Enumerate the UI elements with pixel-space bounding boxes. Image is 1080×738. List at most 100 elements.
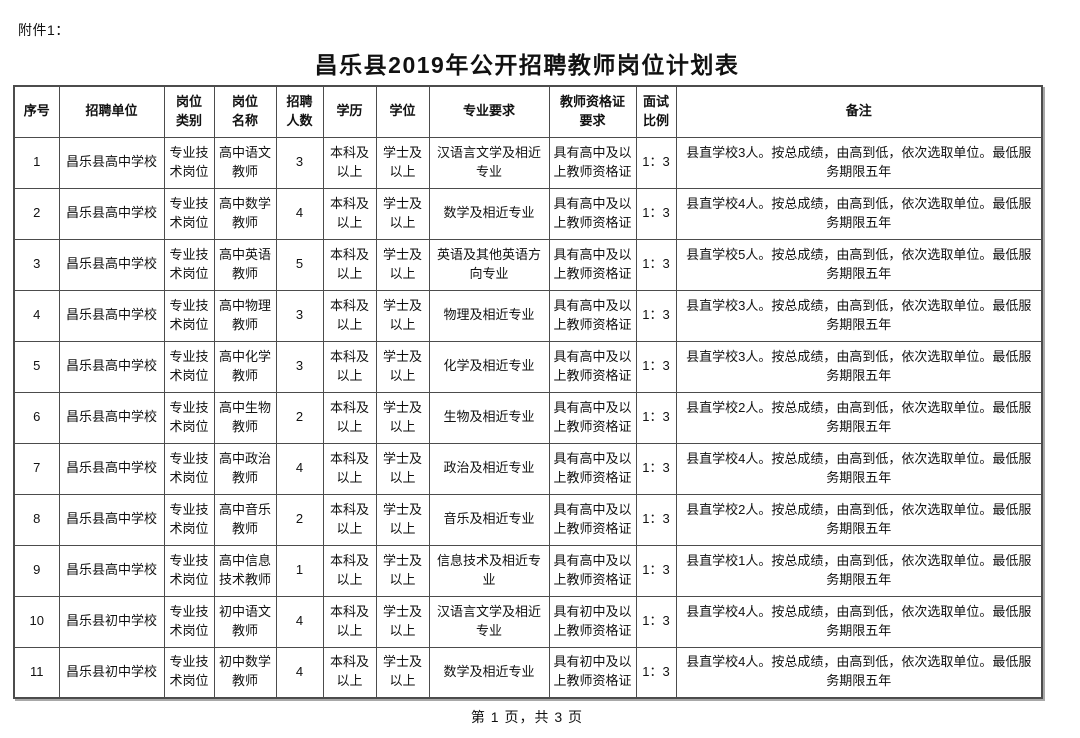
- table-cell: 本科及 以上: [322, 136, 377, 189]
- table-cell: 数学及相近专业: [428, 646, 550, 699]
- table-cell: 3: [275, 289, 324, 342]
- column-header: 招聘单位: [58, 85, 165, 138]
- table-cell: 昌乐县高中学校: [58, 493, 165, 546]
- table-cell: 1：3: [635, 136, 677, 189]
- table-cell: 1：3: [635, 187, 677, 240]
- table-cell: 2: [275, 493, 324, 546]
- table-cell: 1：3: [635, 544, 677, 597]
- table-cell: 4: [275, 646, 324, 699]
- table-cell: 1：3: [635, 238, 677, 291]
- table-cell: 本科及 以上: [322, 187, 377, 240]
- table-cell: 学士及 以上: [375, 391, 430, 444]
- table-cell: 专业技 术岗位: [163, 238, 215, 291]
- column-header: 岗位 名称: [213, 85, 277, 138]
- table-cell: 昌乐县高中学校: [58, 238, 165, 291]
- table-cell: 8: [13, 493, 60, 546]
- page-number-footer: 第 1 页，共 3 页: [470, 709, 584, 725]
- table-cell: 高中信息 技术教师: [213, 544, 277, 597]
- table-cell: 具有高中及以 上教师资格证: [548, 289, 637, 342]
- column-header: 序号: [13, 85, 60, 138]
- table-row: 11 昌乐县初中学校 专业技 术岗位 初中数学 教师 4 本科及 以上 学士及 以上 数学及相…: [13, 646, 1043, 699]
- table-row: 9 昌乐县高中学校 专业技 术岗位 高中信息 技术教师 1 本科及 以上 学士及 以上 信息技…: [13, 544, 1043, 597]
- table-row: 7 昌乐县高中学校 专业技 术岗位 高中政治 教师 4 本科及 以上 学士及 以上 政治及相近…: [13, 442, 1043, 495]
- column-header: 专业要求: [428, 85, 550, 138]
- table-cell: 学士及 以上: [375, 646, 430, 699]
- page-title: 昌乐县2019年公开招聘教师岗位计划表: [314, 52, 740, 78]
- attachment-label: 附件1：: [18, 22, 70, 38]
- table-cell: 高中音乐 教师: [213, 493, 277, 546]
- table-cell: 学士及 以上: [375, 493, 430, 546]
- table-cell: 1：3: [635, 646, 677, 699]
- table-cell: 县直学校4人。按总成绩，由高到低，依次选取单位。最低服 务期限五年: [675, 646, 1043, 699]
- table-cell: 专业技 术岗位: [163, 187, 215, 240]
- table-cell: 县直学校1人。按总成绩，由高到低，依次选取单位。最低服 务期限五年: [675, 544, 1043, 597]
- table-cell: 昌乐县高中学校: [58, 289, 165, 342]
- table-row: 2 昌乐县高中学校 专业技 术岗位 高中数学 教师 4 本科及 以上 学士及 以上 数学及相近…: [13, 187, 1043, 240]
- table-cell: 本科及 以上: [322, 340, 377, 393]
- table-cell: 4: [275, 595, 324, 648]
- column-header: 面试 比例: [635, 85, 677, 138]
- table-cell: 具有高中及以 上教师资格证: [548, 442, 637, 495]
- table-cell: 昌乐县高中学校: [58, 391, 165, 444]
- table-cell: 专业技 术岗位: [163, 544, 215, 597]
- table-cell: 6: [13, 391, 60, 444]
- table-cell: 化学及相近专业: [428, 340, 550, 393]
- table-cell: 本科及 以上: [322, 646, 377, 699]
- table-cell: 县直学校2人。按总成绩，由高到低，依次选取单位。最低服 务期限五年: [675, 391, 1043, 444]
- table-cell: 3: [13, 238, 60, 291]
- table-cell: 专业技 术岗位: [163, 442, 215, 495]
- table-cell: 具有高中及以 上教师资格证: [548, 187, 637, 240]
- table-cell: 学士及 以上: [375, 187, 430, 240]
- column-header: 学历: [322, 85, 377, 138]
- table-cell: 昌乐县高中学校: [58, 136, 165, 189]
- table-cell: 3: [275, 136, 324, 189]
- table-cell: 1：3: [635, 391, 677, 444]
- table-cell: 学士及 以上: [375, 289, 430, 342]
- table-cell: 英语及其他英语方 向专业: [428, 238, 550, 291]
- table-cell: 物理及相近专业: [428, 289, 550, 342]
- table-cell: 县直学校4人。按总成绩，由高到低，依次选取单位。最低服 务期限五年: [675, 442, 1043, 495]
- table-cell: 本科及 以上: [322, 238, 377, 291]
- table-row: 5 昌乐县高中学校 专业技 术岗位 高中化学 教师 3 本科及 以上 学士及 以上 化学及相近…: [13, 340, 1043, 393]
- table-row: 1 昌乐县高中学校 专业技 术岗位 高中语文 教师 3 本科及 以上 学士及 以上 汉语言文学…: [13, 136, 1043, 189]
- table-cell: 县直学校3人。按总成绩，由高到低，依次选取单位。最低服 务期限五年: [675, 289, 1043, 342]
- table-cell: 县直学校4人。按总成绩，由高到低，依次选取单位。最低服 务期限五年: [675, 595, 1043, 648]
- table-cell: 学士及 以上: [375, 136, 430, 189]
- table-row: 4 昌乐县高中学校 专业技 术岗位 高中物理 教师 3 本科及 以上 学士及 以上 物理及相近…: [13, 289, 1043, 342]
- table-body: 1 昌乐县高中学校 专业技 术岗位 高中语文 教师 3 本科及 以上 学士及 以上 汉语言文学…: [13, 136, 1043, 699]
- table-cell: 本科及 以上: [322, 493, 377, 546]
- table-cell: 1：3: [635, 289, 677, 342]
- table-cell: 具有初中及以 上教师资格证: [548, 646, 637, 699]
- table-cell: 高中英语 教师: [213, 238, 277, 291]
- table-cell: 学士及 以上: [375, 442, 430, 495]
- table-cell: 学士及 以上: [375, 544, 430, 597]
- table-cell: 本科及 以上: [322, 595, 377, 648]
- table-row: 10 昌乐县初中学校 专业技 术岗位 初中语文 教师 4 本科及 以上 学士及 以上 汉语言文…: [13, 595, 1043, 648]
- table-cell: 昌乐县高中学校: [58, 544, 165, 597]
- table-cell: 4: [275, 187, 324, 240]
- table-cell: 县直学校4人。按总成绩，由高到低，依次选取单位。最低服 务期限五年: [675, 187, 1043, 240]
- table-cell: 信息技术及相近专 业: [428, 544, 550, 597]
- column-header: 岗位 类别: [163, 85, 215, 138]
- table-header-row: 序号 招聘单位 岗位 类别 岗位 名称 招聘 人数 学历 学位 专业要求 教师资格证 要求 面试 …: [13, 85, 1043, 138]
- table-row: 3 昌乐县高中学校 专业技 术岗位 高中英语 教师 5 本科及 以上 学士及 以上 英语及其他…: [13, 238, 1043, 291]
- table-cell: 专业技 术岗位: [163, 289, 215, 342]
- table-cell: 高中物理 教师: [213, 289, 277, 342]
- table-cell: 11: [13, 646, 60, 699]
- table-cell: 本科及 以上: [322, 391, 377, 444]
- table-cell: 昌乐县高中学校: [58, 187, 165, 240]
- table-cell: 高中化学 教师: [213, 340, 277, 393]
- table-cell: 1: [13, 136, 60, 189]
- column-header: 备注: [675, 85, 1043, 138]
- table-cell: 学士及 以上: [375, 340, 430, 393]
- table-cell: 1：3: [635, 442, 677, 495]
- table-cell: 1：3: [635, 340, 677, 393]
- table-cell: 具有高中及以 上教师资格证: [548, 493, 637, 546]
- table-row: 6 昌乐县高中学校 专业技 术岗位 高中生物 教师 2 本科及 以上 学士及 以上 生物及相近…: [13, 391, 1043, 444]
- table-cell: 1：3: [635, 595, 677, 648]
- table-cell: 县直学校2人。按总成绩，由高到低，依次选取单位。最低服 务期限五年: [675, 493, 1043, 546]
- table-cell: 本科及 以上: [322, 442, 377, 495]
- table-cell: 9: [13, 544, 60, 597]
- table-cell: 昌乐县高中学校: [58, 340, 165, 393]
